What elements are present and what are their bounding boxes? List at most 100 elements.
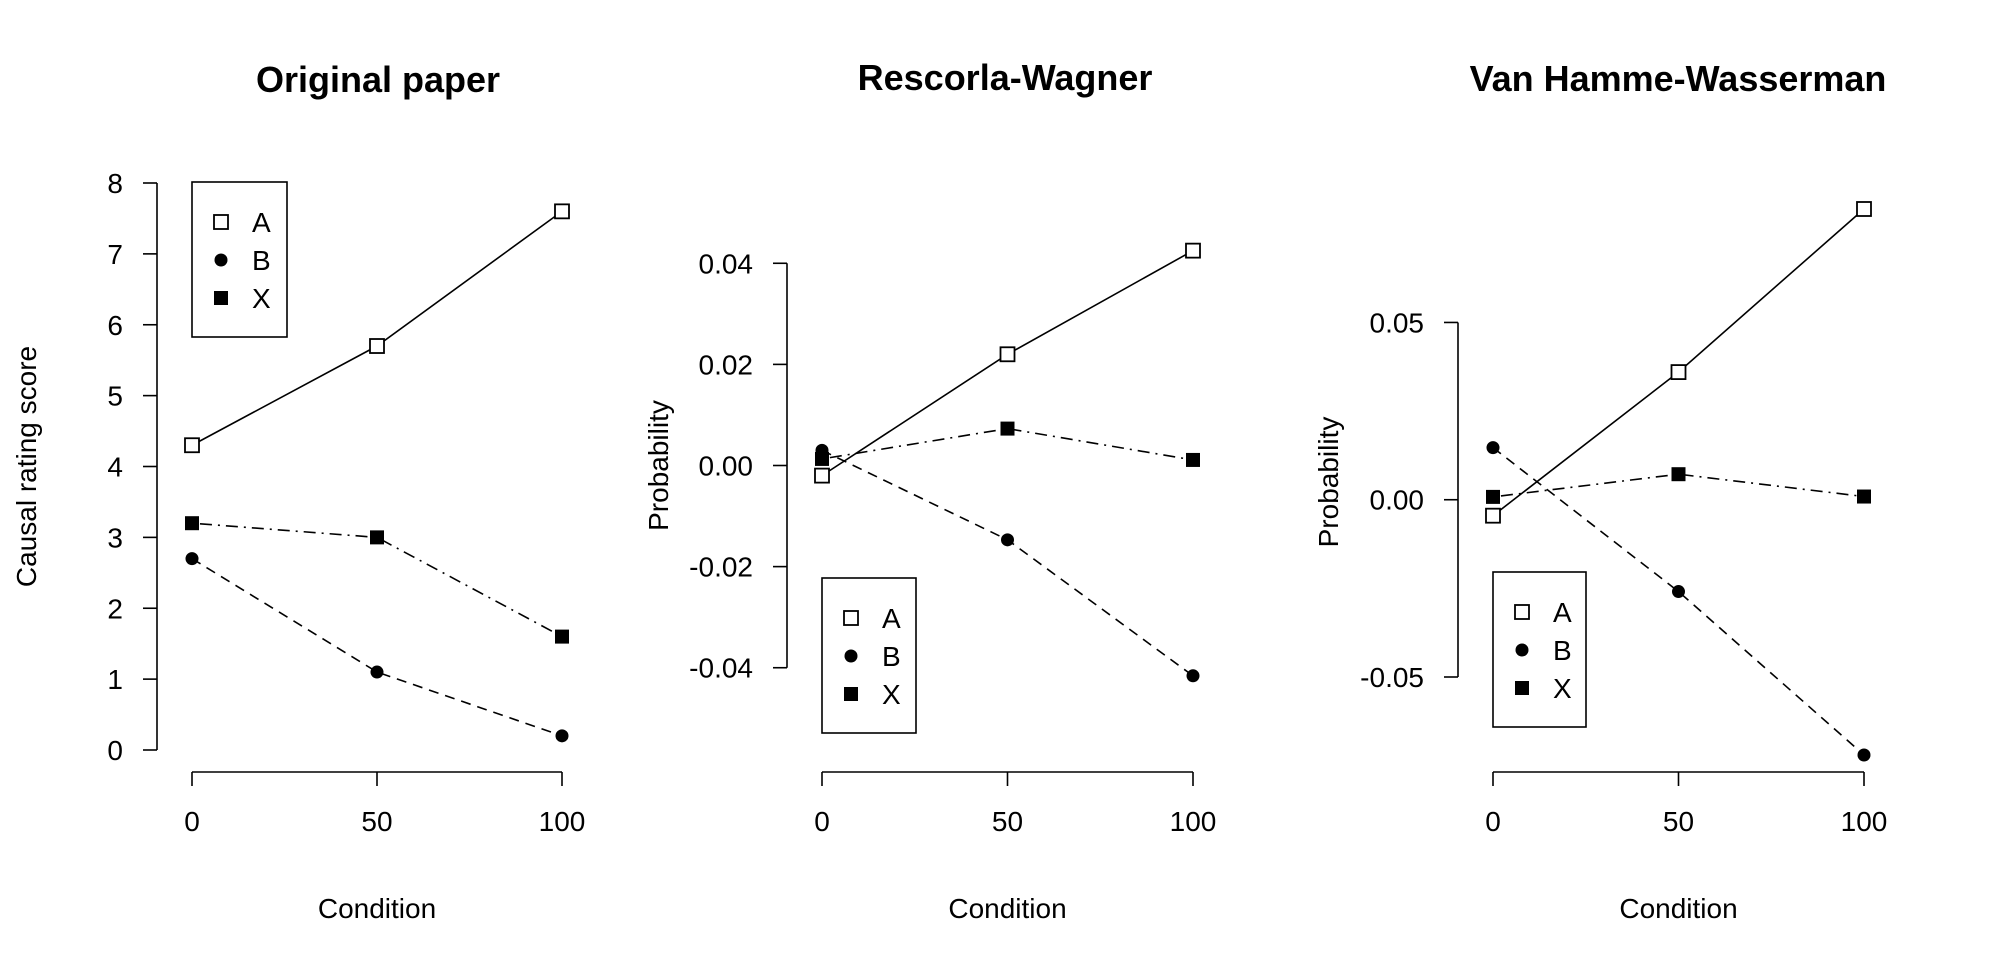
chart-title: Original paper [256, 59, 500, 100]
legend-label: B [882, 641, 901, 672]
panel-1: Original paper 0 1 2 3 4 5 6 7 8 0 50 100 Condition Ca… [11, 59, 585, 924]
x-tick-label: 0 [814, 806, 830, 837]
y-tick-label: 0.05 [1370, 307, 1425, 338]
legend: ABX [1492, 571, 1587, 728]
series-line [821, 427, 1194, 461]
y-tick-label: 8 [107, 168, 123, 199]
series-B [1486, 441, 1871, 762]
y-tick-label: 6 [107, 310, 123, 341]
legend-box [1492, 571, 1587, 728]
data-point [1857, 748, 1871, 762]
data-point [1670, 364, 1687, 380]
series-X [815, 421, 1200, 467]
series-line [821, 249, 1194, 477]
y-tick-label: -0.02 [689, 552, 753, 583]
data-point [814, 467, 830, 484]
data-point [1186, 669, 1200, 683]
y-axis-label: Probability [1313, 417, 1344, 548]
data-point [1185, 242, 1201, 259]
panel-2: Rescorla-Wagner -0.04 -0.02 0.00 0.02 0.04 0 50… [643, 57, 1216, 924]
y-tick-label: -0.04 [689, 653, 753, 684]
series-X [185, 516, 569, 644]
legend-label: X [252, 283, 271, 314]
legend-label: X [882, 679, 901, 710]
x-axis-label: Condition [1619, 893, 1737, 924]
y-tick-label: 4 [107, 452, 123, 483]
chart-title: Van Hamme-Wasserman [1470, 58, 1887, 99]
y-tick-label: 0 [107, 735, 123, 766]
series-A [1485, 201, 1872, 524]
data-point [555, 729, 569, 743]
legend: ABX [821, 577, 917, 734]
y-axis-label: Probability [643, 400, 674, 531]
data-point [1486, 441, 1500, 455]
series-line [1492, 446, 1865, 756]
series-B [185, 552, 569, 743]
legend-marker [213, 214, 229, 230]
x-tick-label: 0 [184, 806, 200, 837]
series-line [191, 557, 563, 737]
legend-label: X [1553, 673, 1572, 704]
legend: ABX [191, 181, 288, 338]
y-tick-label: 0.04 [699, 248, 754, 279]
x-tick-label: 100 [1170, 806, 1217, 837]
y-tick-label: 1 [107, 664, 123, 695]
data-point [370, 665, 384, 679]
series-line [1492, 473, 1865, 498]
x-axis-label: Condition [318, 893, 436, 924]
x-tick-label: 0 [1485, 806, 1501, 837]
x-tick-label: 100 [1841, 806, 1888, 837]
x-tick-label: 50 [1663, 806, 1694, 837]
y-tick-label: 2 [107, 593, 123, 624]
data-point [1000, 421, 1015, 436]
data-point [1672, 585, 1685, 599]
y-tick-label: 0.00 [1370, 485, 1425, 516]
y-tick-label: 0.02 [699, 349, 754, 380]
legend-marker [214, 291, 228, 305]
legend-label: A [882, 603, 901, 634]
data-point [554, 203, 570, 220]
legend-box [821, 577, 917, 734]
legend-marker [843, 610, 859, 626]
y-axis-label: Causal rating score [11, 346, 42, 587]
y-tick-label: 3 [107, 522, 123, 553]
x-tick-label: 50 [361, 806, 392, 837]
x-tick-label: 100 [539, 806, 586, 837]
data-point [1186, 452, 1200, 467]
legend-marker [844, 649, 858, 663]
data-point [1857, 489, 1871, 504]
series-X [1486, 467, 1871, 504]
data-point [1486, 489, 1500, 504]
y-tick-label: -0.05 [1360, 662, 1424, 693]
legend-label: A [252, 207, 271, 238]
series-A [814, 242, 1201, 484]
y-tick-label: 7 [107, 239, 123, 270]
data-point [1485, 507, 1501, 524]
data-point [185, 552, 199, 566]
data-point [370, 530, 384, 545]
chart-title: Rescorla-Wagner [858, 57, 1153, 98]
panel-3: Van Hamme-Wasserman -0.05 0.00 0.05 0 50 100 Co… [1313, 58, 1887, 924]
y-tick-label: 0.00 [699, 451, 754, 482]
legend-marker [1515, 643, 1529, 657]
legend-label: A [1553, 597, 1572, 628]
data-point [184, 437, 200, 454]
data-point [815, 451, 829, 466]
data-point [185, 516, 199, 531]
legend-label: B [1553, 635, 1572, 666]
data-point [999, 346, 1016, 363]
legend-marker [844, 687, 858, 701]
data-point [369, 338, 385, 354]
data-point [555, 629, 569, 644]
series-A [184, 203, 570, 454]
data-point [1671, 467, 1686, 482]
series-line [191, 522, 563, 638]
legend-marker [214, 253, 228, 267]
legend-box [191, 181, 288, 338]
legend-marker [1514, 604, 1530, 620]
legend-marker [1515, 681, 1529, 695]
y-tick-label: 5 [107, 381, 123, 412]
data-point [1856, 201, 1872, 217]
x-tick-label: 50 [992, 806, 1023, 837]
